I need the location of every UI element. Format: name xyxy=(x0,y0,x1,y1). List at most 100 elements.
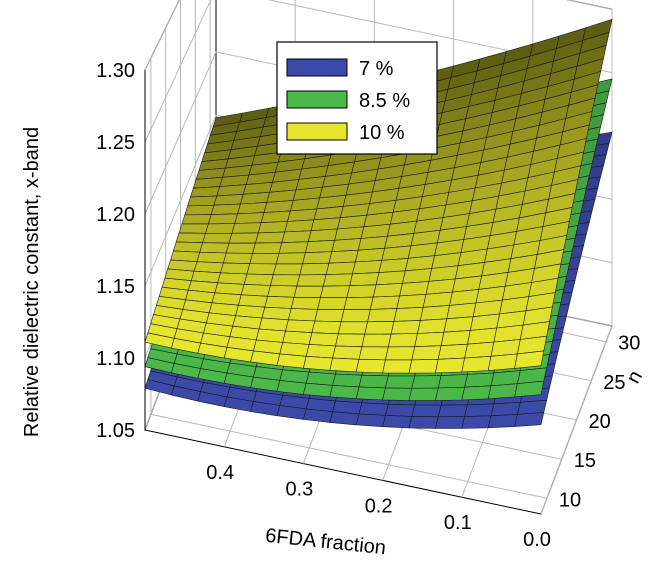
surface-cell xyxy=(332,345,363,360)
surface-cell xyxy=(408,416,439,429)
surface-cell xyxy=(270,274,301,287)
surface-cell xyxy=(299,262,330,276)
surface-cell xyxy=(249,252,280,265)
surface-cell xyxy=(213,193,244,206)
surface-cell xyxy=(225,242,256,254)
surface-cell xyxy=(332,373,363,388)
surface-cell xyxy=(435,357,465,374)
surface-cell xyxy=(514,380,545,398)
surface-cell xyxy=(220,262,251,275)
surface-cell xyxy=(399,281,430,297)
surface-cell xyxy=(385,346,416,361)
surface-cell xyxy=(464,403,495,417)
z-tick-label: 1.10 xyxy=(96,348,135,370)
surface-cell xyxy=(303,355,333,371)
surface-cell xyxy=(243,273,274,286)
surface-cell xyxy=(334,226,365,241)
surface-cell xyxy=(422,291,453,308)
surface-cell xyxy=(293,285,324,299)
surface-cell xyxy=(411,404,442,418)
surface-cell xyxy=(435,386,465,401)
surface-cell xyxy=(355,358,386,374)
surface-cell xyxy=(335,333,366,348)
surface-cell xyxy=(329,385,360,400)
surface-cell xyxy=(346,284,377,299)
surface-cell xyxy=(223,252,253,265)
surface-cell xyxy=(358,402,389,416)
surface-cell xyxy=(461,385,492,401)
surface-cell xyxy=(193,261,224,274)
surface-cell xyxy=(370,295,400,310)
surface-cell xyxy=(184,204,215,216)
z-tick-label: 1.05 xyxy=(96,420,135,442)
surface-cell xyxy=(272,263,303,276)
surface-cell xyxy=(396,293,427,309)
surface-cell xyxy=(217,272,248,285)
surface-cell xyxy=(314,309,345,323)
x-tick-label: 0.1 xyxy=(444,512,472,534)
surface-cell xyxy=(382,387,413,401)
surface-cell xyxy=(514,350,545,369)
surface-cell xyxy=(284,219,315,233)
z-tick-label: 1.15 xyxy=(96,276,135,298)
surface-cell xyxy=(352,260,383,275)
surface-cell xyxy=(246,263,277,276)
y-tick-label: 10 xyxy=(559,489,581,511)
legend-label-7: 7 % xyxy=(359,58,394,80)
surface-cell xyxy=(172,241,203,253)
surface-cell xyxy=(382,415,413,429)
y-tick-label: 30 xyxy=(618,333,640,355)
surface-cell xyxy=(231,222,262,234)
surface-cell xyxy=(390,320,421,335)
y-tick-label: 25 xyxy=(603,372,625,394)
surface-cell xyxy=(310,217,341,232)
z-axis-label: Relative dielectric constant, x-band xyxy=(21,127,43,437)
surface-cell xyxy=(355,247,385,263)
surface-cell xyxy=(199,242,230,254)
y-tick-label: 20 xyxy=(589,411,611,433)
x-grid-line-0 xyxy=(540,9,613,515)
surface-cell xyxy=(467,327,498,345)
surface-cell xyxy=(302,251,333,265)
surface-cell xyxy=(210,203,241,215)
surface-cell xyxy=(393,306,424,322)
surface-cell xyxy=(408,358,439,374)
x-tick-label: 0.0 xyxy=(523,529,551,551)
x-tick-label: 0.4 xyxy=(206,462,234,484)
surface-cell xyxy=(402,268,433,284)
surface-cell xyxy=(437,374,468,389)
surface-cell xyxy=(461,355,492,373)
surface-cell xyxy=(303,408,333,423)
surface-cell xyxy=(443,316,474,333)
surface-cell xyxy=(207,213,239,225)
surface-cell xyxy=(340,309,371,323)
surface-cell xyxy=(414,331,445,348)
surfaces xyxy=(144,18,613,429)
surface-cell xyxy=(181,214,212,225)
surface-cell xyxy=(288,308,318,322)
surface-cell xyxy=(305,344,336,359)
y-grid-line-0 xyxy=(150,57,548,499)
surface-cell xyxy=(329,357,360,373)
surface-cell xyxy=(178,223,209,234)
tick-labels: 1.05 1.10 1.15 1.20 1.25 1.30 0.0 0.1 0.2 0.3 0.4 1… xyxy=(96,60,640,551)
surface-cell xyxy=(234,212,265,224)
legend-swatch-10 xyxy=(286,122,348,141)
surface-cell xyxy=(361,333,392,348)
surface-cell xyxy=(408,387,439,401)
surface-cell xyxy=(305,239,335,254)
x-tick-label: 0.3 xyxy=(285,479,313,501)
surface-cell xyxy=(487,383,518,400)
surface-cell xyxy=(355,413,386,428)
y-axis-label: n xyxy=(622,367,647,387)
surface-cell xyxy=(349,272,380,287)
surface-cell xyxy=(285,319,316,334)
surface-cell xyxy=(275,252,306,265)
surface-cell xyxy=(364,321,395,335)
z-tick-label: 1.20 xyxy=(96,204,135,226)
surface-cell xyxy=(308,332,339,347)
surface-cell xyxy=(487,353,518,371)
surface-cell xyxy=(189,186,221,198)
surface-cell xyxy=(514,412,545,427)
surface-cell xyxy=(417,318,448,334)
